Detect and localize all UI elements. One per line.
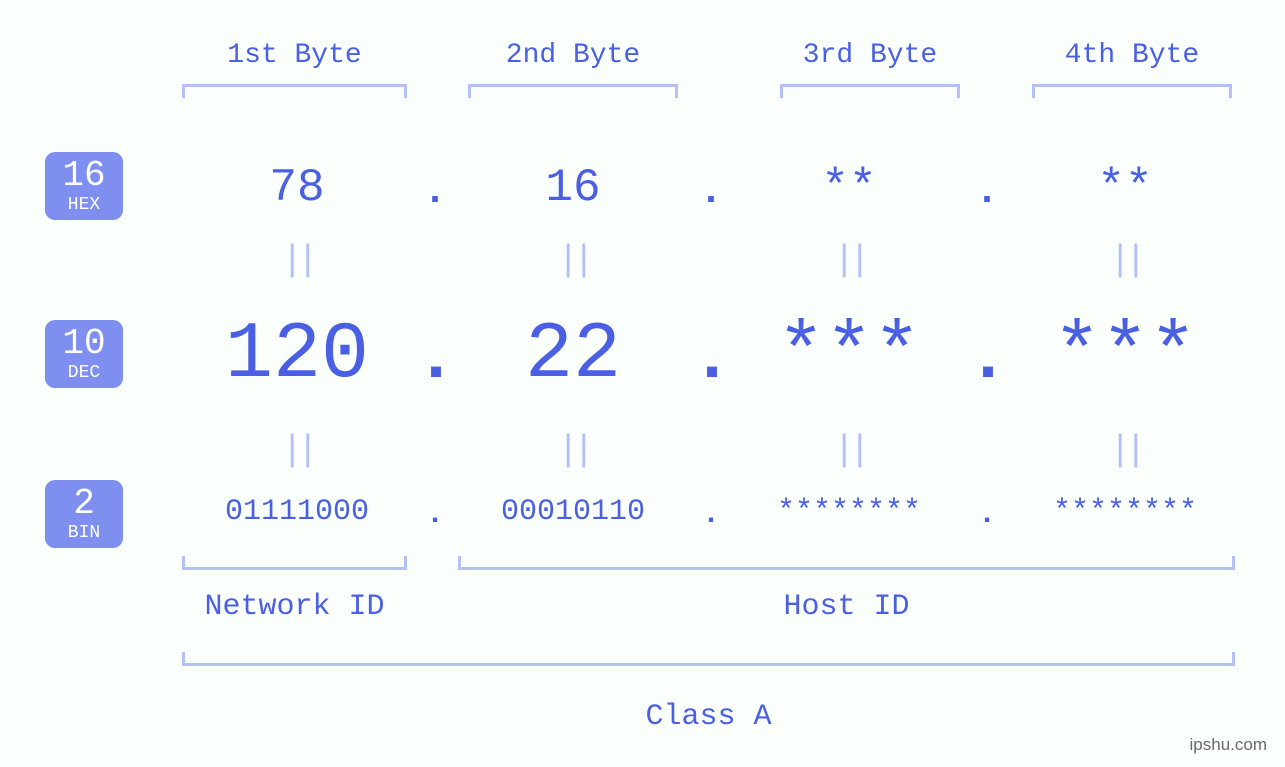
network-bracket: [182, 556, 407, 570]
byte-label-3: 3rd Byte: [780, 40, 960, 71]
dec-byte-3: ***: [734, 310, 964, 401]
dec-byte-2: 22: [458, 310, 688, 401]
equals-2-3: ||: [734, 430, 964, 471]
class-bracket: [182, 652, 1235, 666]
equals-1-3: ||: [734, 240, 964, 281]
network-id-label: Network ID: [182, 590, 407, 624]
host-bracket: [458, 556, 1235, 570]
hex-dot-2: .: [691, 170, 731, 215]
equals-1-4: ||: [1010, 240, 1240, 281]
dec-badge-label: DEC: [45, 364, 123, 382]
hex-byte-2: 16: [458, 162, 688, 214]
bin-byte-4: ********: [1010, 495, 1240, 529]
top-bracket-4: [1032, 84, 1232, 98]
byte-label-4: 4th Byte: [1032, 40, 1232, 71]
top-bracket-1: [182, 84, 407, 98]
bin-byte-1: 01111000: [182, 495, 412, 529]
dec-byte-1: 120: [182, 310, 412, 401]
ip-diagram: 1st Byte 2nd Byte 3rd Byte 4th Byte 16 H…: [0, 0, 1285, 767]
hex-byte-3: **: [734, 162, 964, 214]
dec-dot-1: .: [415, 320, 455, 399]
bin-dot-3: .: [967, 498, 1007, 532]
equals-1-2: ||: [458, 240, 688, 281]
byte-label-1: 1st Byte: [182, 40, 407, 71]
hex-dot-3: .: [967, 170, 1007, 215]
dec-badge-number: 10: [45, 326, 123, 362]
equals-2-1: ||: [182, 430, 412, 471]
bin-byte-2: 00010110: [458, 495, 688, 529]
class-label: Class A: [182, 700, 1235, 734]
bin-badge-label: BIN: [45, 524, 123, 542]
bin-dot-1: .: [415, 498, 455, 532]
hex-badge: 16 HEX: [45, 152, 123, 220]
bin-dot-2: .: [691, 498, 731, 532]
bin-byte-3: ********: [734, 495, 964, 529]
top-bracket-3: [780, 84, 960, 98]
equals-1-1: ||: [182, 240, 412, 281]
hex-badge-number: 16: [45, 158, 123, 194]
byte-label-2: 2nd Byte: [468, 40, 678, 71]
equals-2-4: ||: [1010, 430, 1240, 471]
equals-2-2: ||: [458, 430, 688, 471]
dec-dot-2: .: [691, 320, 731, 399]
top-bracket-2: [468, 84, 678, 98]
host-id-label: Host ID: [458, 590, 1235, 624]
watermark: ipshu.com: [1190, 735, 1267, 755]
hex-byte-4: **: [1010, 162, 1240, 214]
bin-badge: 2 BIN: [45, 480, 123, 548]
dec-dot-3: .: [967, 320, 1007, 399]
dec-badge: 10 DEC: [45, 320, 123, 388]
hex-badge-label: HEX: [45, 196, 123, 214]
bin-badge-number: 2: [45, 486, 123, 522]
dec-byte-4: ***: [1010, 310, 1240, 401]
hex-byte-1: 78: [182, 162, 412, 214]
hex-dot-1: .: [415, 170, 455, 215]
